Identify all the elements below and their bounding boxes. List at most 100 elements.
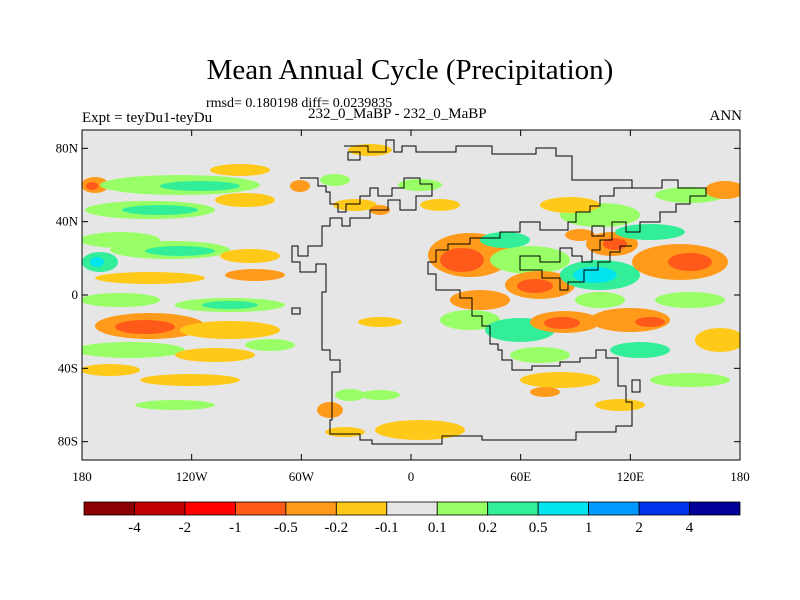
- anomaly-patch: [320, 174, 350, 186]
- colorbar-swatch: [436, 501, 489, 516]
- colorbar-swatch: [638, 501, 690, 516]
- x-tick-label: 60W: [289, 469, 315, 484]
- colorbar-swatch: [335, 501, 388, 516]
- colorbar-swatch: [386, 501, 438, 516]
- anomaly-patch: [160, 181, 240, 191]
- anomaly-patch: [610, 342, 670, 358]
- colorbar-swatch: [588, 501, 640, 516]
- colorbar-swatch: [184, 501, 236, 516]
- x-tick-label: 180: [730, 469, 750, 484]
- colorbar-label: 0.1: [428, 520, 447, 536]
- colorbar-swatch: [537, 501, 590, 516]
- x-tick-label: 180: [72, 469, 92, 484]
- anomaly-patch: [668, 253, 712, 271]
- anomaly-patch: [705, 181, 740, 199]
- anomaly-patch: [490, 246, 570, 274]
- colorbar-label: 2: [635, 520, 643, 536]
- experiment-label: Expt = teyDu1-teyDu: [82, 110, 213, 126]
- anomaly-patch: [358, 317, 402, 327]
- anomaly-patch: [530, 387, 560, 397]
- colorbar-swatch: [689, 501, 741, 516]
- anomaly-patch: [82, 364, 140, 376]
- anomaly-patch: [575, 292, 625, 308]
- anomaly-patch: [140, 374, 240, 386]
- y-tick-label: 40N: [56, 214, 79, 229]
- anomaly-patch: [335, 389, 365, 401]
- anomaly-patch: [440, 248, 484, 272]
- anomaly-patch: [375, 420, 465, 440]
- colorbar-label: -0.2: [324, 520, 348, 536]
- y-tick-label: 0: [72, 287, 79, 302]
- anomaly-patch: [175, 348, 255, 362]
- anomaly-patch: [450, 290, 510, 310]
- anomaly-patch: [122, 205, 198, 215]
- anomaly-patch: [202, 301, 258, 309]
- anomaly-patch: [595, 399, 645, 411]
- y-tick-label: 40S: [58, 360, 78, 375]
- colorbar-label: -0.1: [375, 520, 399, 536]
- anomaly-patch: [635, 317, 665, 327]
- precip-anomaly-field: [82, 144, 740, 440]
- anomaly-patch: [325, 427, 365, 437]
- anomaly-patch: [573, 267, 617, 283]
- anomaly-patch: [225, 269, 285, 281]
- comparison-label: 232_0_MaBP - 232_0_MaBP: [308, 106, 487, 122]
- anomaly-patch: [115, 320, 175, 334]
- anomaly-patch: [317, 402, 343, 418]
- season-label: ANN: [709, 108, 743, 124]
- anomaly-patch: [82, 293, 160, 307]
- map-axes: 80N 40N 0 40S 80S 180 120W 60W 0 60E 120E 180: [56, 130, 750, 484]
- colorbar-label: 0.2: [478, 520, 497, 536]
- anomaly-patch: [220, 249, 280, 263]
- plot-title: Mean Annual Cycle (Precipitation): [206, 54, 614, 86]
- colorbar-swatch: [285, 501, 337, 516]
- anomaly-patch: [215, 193, 275, 207]
- colorbar-swatch: [134, 501, 186, 516]
- anomaly-patch: [398, 179, 442, 191]
- anomaly-patch: [145, 246, 215, 256]
- anomaly-patch: [82, 342, 185, 358]
- x-tick-label: 120W: [176, 469, 209, 484]
- anomaly-patch: [650, 373, 730, 387]
- colorbar-label: -0.5: [274, 520, 298, 536]
- x-tick-label: 120E: [617, 469, 645, 484]
- anomaly-patch: [348, 144, 392, 156]
- colorbar-label: 0.5: [529, 520, 548, 536]
- anomaly-patch: [86, 182, 98, 190]
- anomaly-patch: [510, 347, 570, 363]
- anomaly-patch: [135, 400, 215, 410]
- colorbar-label: -2: [179, 520, 192, 536]
- y-tick-label: 80N: [56, 140, 79, 155]
- anomaly-patch: [695, 328, 740, 352]
- anomaly-patch: [480, 232, 530, 248]
- anomaly-patch: [655, 292, 725, 308]
- anomaly-patch: [245, 339, 295, 351]
- colorbar: -4 -2 -1 -0.5 -0.2 -0.1 0.1 0.2 0.5 1 2 4: [83, 501, 741, 536]
- anomaly-patch: [565, 229, 595, 241]
- anomaly-patch: [540, 197, 600, 213]
- colorbar-label: -4: [128, 520, 141, 536]
- colorbar-swatch: [83, 501, 135, 516]
- anomaly-patch: [544, 317, 580, 329]
- colorbar-swatch: [487, 501, 539, 516]
- anomaly-patch: [90, 257, 104, 267]
- anomaly-patch: [603, 238, 627, 250]
- y-tick-label: 80S: [58, 434, 78, 449]
- colorbar-swatch: [234, 501, 287, 516]
- anomaly-patch: [210, 164, 270, 176]
- anomaly-patch: [517, 279, 553, 293]
- coastline-outline: [291, 139, 707, 445]
- anomaly-patch: [420, 199, 460, 211]
- anomaly-patch: [180, 321, 280, 339]
- anomaly-patch: [615, 224, 685, 240]
- colorbar-label: 4: [686, 520, 694, 536]
- x-tick-label: 60E: [510, 469, 531, 484]
- anomaly-patch: [95, 272, 205, 284]
- anomaly-patch: [360, 390, 400, 400]
- anomaly-patch: [333, 199, 377, 211]
- stats-line: rmsd= 0.180198 diff= 0.0239835: [206, 96, 393, 111]
- x-tick-label: 0: [408, 469, 415, 484]
- anomaly-patch: [520, 372, 600, 388]
- anomaly-patch: [290, 180, 310, 192]
